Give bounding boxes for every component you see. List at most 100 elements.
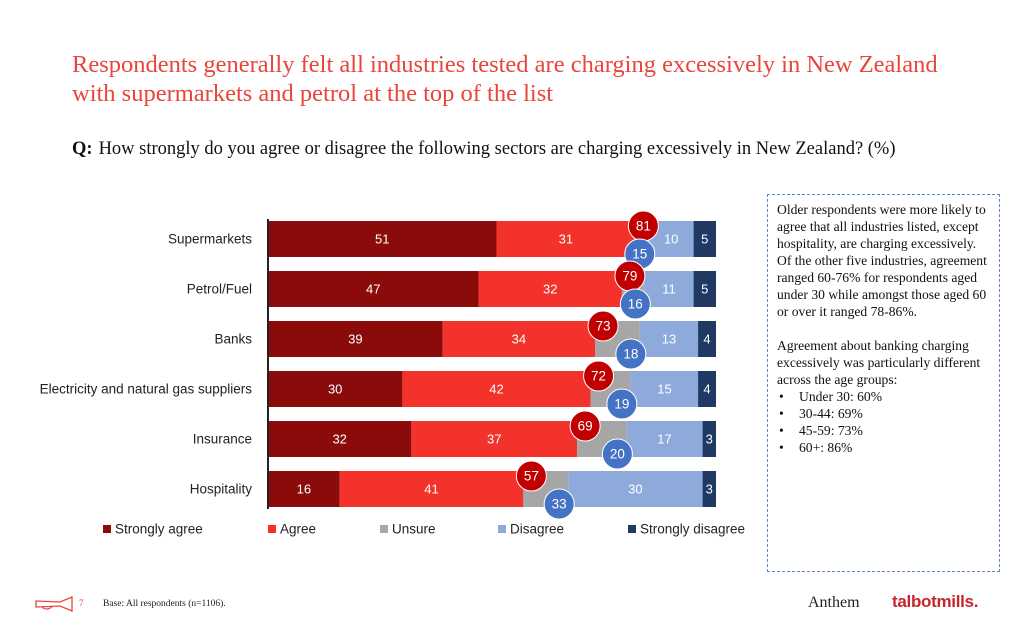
data-label: 4 (703, 332, 710, 347)
data-label: 41 (424, 482, 438, 497)
bar-segment (496, 221, 636, 257)
stacked-bar-chart: Supermarkets 51 31 10 5 Petrol/Fuel 47 32 11 5 Ban… (40, 210, 745, 537)
bar-segment (698, 371, 716, 407)
total-agree-label: 79 (622, 269, 637, 284)
total-disagree-label: 15 (632, 247, 647, 262)
data-label: 11 (662, 282, 676, 297)
category-label: Insurance (193, 432, 252, 447)
legend-label: Strongly agree (115, 522, 203, 537)
total-disagree-label: 16 (628, 297, 643, 312)
talbotmills-dot: . (973, 592, 979, 611)
legend-swatch (498, 525, 506, 533)
bar-segment (411, 421, 578, 457)
data-label: 42 (489, 382, 503, 397)
data-label: 10 (664, 232, 678, 247)
bar-segment (402, 371, 591, 407)
bar-segment (702, 421, 716, 457)
bar-segment (268, 421, 412, 457)
survey-question: Q: How strongly do you agree or disagree … (72, 137, 952, 161)
category-label: Hospitality (190, 482, 253, 497)
bar-segment (698, 321, 716, 357)
total-agree-marker (587, 310, 619, 342)
legend-swatch (380, 525, 388, 533)
commentary-box: Older respondents were more likely to ag… (767, 194, 1000, 572)
bar-segment (268, 321, 443, 357)
legend-label: Agree (280, 522, 316, 537)
bar-segment (568, 471, 703, 507)
total-disagree-marker (606, 388, 638, 420)
data-label: 30 (328, 382, 342, 397)
data-label: 13 (662, 332, 676, 347)
age-group-item: 30-44: 69% (777, 405, 991, 422)
total-agree-marker (583, 360, 615, 392)
data-label: 37 (487, 432, 501, 447)
data-label: 5 (701, 232, 708, 247)
data-label: 51 (375, 232, 389, 247)
question-prefix: Q: (72, 139, 93, 159)
total-disagree-label: 18 (623, 347, 638, 362)
age-group-item: 60+: 86% (777, 439, 991, 456)
anthem-logo: Anthem (808, 594, 860, 611)
category-label: Petrol/Fuel (187, 282, 252, 297)
data-label: 32 (332, 432, 346, 447)
data-label: 47 (366, 282, 380, 297)
legend-swatch (268, 525, 276, 533)
talbotmills-wordmark: talbotmills (892, 592, 974, 611)
bar-segment (442, 321, 596, 357)
bar-segment (339, 471, 524, 507)
data-label: 17 (657, 432, 671, 447)
data-label: 39 (348, 332, 362, 347)
bar-segment (268, 471, 340, 507)
trumpet-icon (35, 596, 73, 612)
data-label: 32 (543, 282, 557, 297)
data-label: 15 (657, 382, 671, 397)
total-disagree-marker (615, 338, 647, 370)
data-label: 34 (512, 332, 526, 347)
total-agree-marker (515, 460, 547, 492)
bar-segment (626, 421, 703, 457)
total-disagree-label: 33 (552, 497, 567, 512)
category-label: Supermarkets (168, 232, 252, 247)
legend-label: Strongly disagree (640, 522, 745, 537)
data-label: 3 (706, 432, 713, 447)
bar-segment (268, 221, 497, 257)
base-note: Base: All respondents (n=1106). (103, 599, 226, 609)
bar-segment (644, 271, 694, 307)
category-label: Banks (214, 332, 252, 347)
category-label: Electricity and natural gas suppliers (40, 382, 253, 397)
total-disagree-marker (619, 288, 651, 320)
data-label: 30 (628, 482, 642, 497)
data-label: 3 (706, 482, 713, 497)
age-group-list: Under 30: 60% 30-44: 69% 45-59: 73% 60+:… (777, 388, 991, 456)
page-number: 7 (79, 598, 84, 608)
commentary-paragraph-2: Agreement about banking charging excessi… (777, 338, 981, 387)
total-agree-label: 81 (636, 219, 651, 234)
bar-segment (693, 271, 716, 307)
data-label: 5 (701, 282, 708, 297)
data-label: 31 (559, 232, 573, 247)
total-disagree-label: 20 (610, 447, 625, 462)
legend-label: Unsure (392, 522, 436, 537)
data-label: 16 (297, 482, 311, 497)
page-title: Respondents generally felt all industrie… (72, 51, 938, 107)
bar-segment (478, 271, 622, 307)
legend-swatch (628, 525, 636, 533)
total-agree-label: 72 (591, 369, 606, 384)
question-text: How strongly do you agree or disagree th… (98, 139, 896, 159)
bar-segment (693, 221, 716, 257)
total-disagree-marker (601, 438, 633, 470)
bar-segment (702, 471, 716, 507)
legend-swatch (103, 525, 111, 533)
commentary-paragraph-1: Older respondents were more likely to ag… (777, 202, 987, 319)
total-agree-marker (569, 410, 601, 442)
bar-segment (268, 271, 479, 307)
total-agree-label: 73 (596, 319, 611, 334)
age-group-item: Under 30: 60% (777, 388, 991, 405)
bar-segment (639, 321, 699, 357)
talbotmills-logo: talbotmills. (892, 592, 978, 612)
bar-segment (630, 371, 699, 407)
data-label: 4 (703, 382, 710, 397)
bar-segment (268, 371, 403, 407)
total-disagree-marker (543, 488, 575, 520)
total-agree-label: 57 (524, 469, 539, 484)
